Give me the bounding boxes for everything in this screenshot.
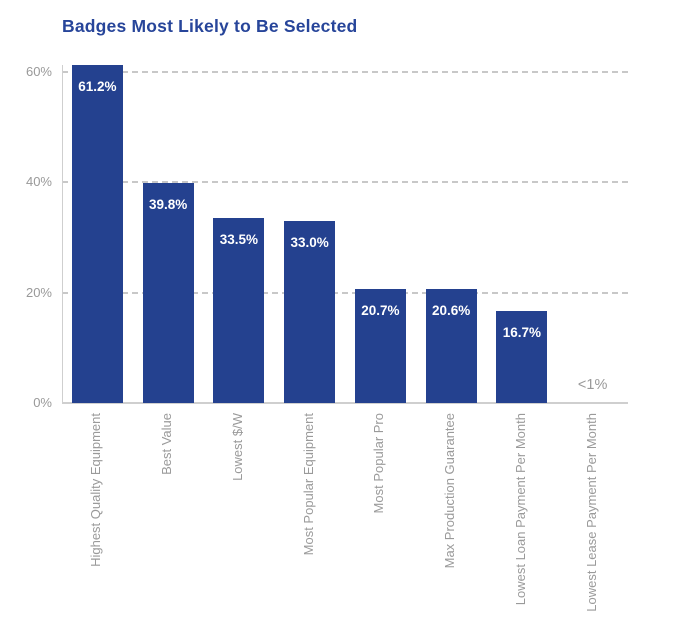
bar: 20.7% [354, 288, 406, 403]
bar-value-label: 61.2% [78, 79, 117, 95]
bar: 33.5% [213, 218, 265, 403]
bar: 39.8% [142, 183, 194, 403]
bar-value-label: 33.5% [219, 232, 259, 248]
y-tick-label: 40% [25, 174, 52, 190]
gridline-20% [62, 291, 628, 294]
x-axis-category-label: Lowest $/W [229, 413, 245, 481]
bar-value-label: 33.0% [290, 234, 329, 250]
no-bar-value-label: <1% [577, 377, 608, 393]
gridline-40% [62, 181, 628, 184]
x-axis-line [62, 402, 628, 404]
bar-value-label: 16.7% [502, 324, 542, 340]
bar: 61.2% [71, 65, 123, 403]
bar-value-label: 39.8% [148, 197, 188, 213]
x-axis-category-label: Max Production Guarantee [442, 413, 458, 569]
x-axis-category-label: Highest Quality Equipment [88, 413, 104, 567]
y-tick-label: 0% [33, 395, 52, 410]
x-axis-category-label: Best Value [159, 413, 175, 475]
bar: 33.0% [284, 220, 336, 403]
bar: 16.7% [496, 310, 548, 403]
bar-value-label: 20.7% [361, 302, 400, 318]
x-axis-category-label: Most Popular Equipment [300, 413, 316, 556]
gridline-60% [62, 71, 628, 73]
bar-value-label: 20.6% [431, 303, 471, 319]
x-axis-category-label: Lowest Lease Payment Per Month [583, 413, 599, 612]
y-tick-label: 20% [25, 284, 52, 300]
x-axis-category-label: Lowest Loan Payment Per Month [512, 413, 528, 606]
y-tick-label: 60% [25, 64, 52, 79]
bar: 20.6% [425, 289, 477, 403]
y-axis-line [62, 65, 63, 403]
x-axis-category-label: Most Popular Pro [371, 413, 387, 514]
chart-title: Badges Most Likely to Be Selected [62, 16, 358, 36]
